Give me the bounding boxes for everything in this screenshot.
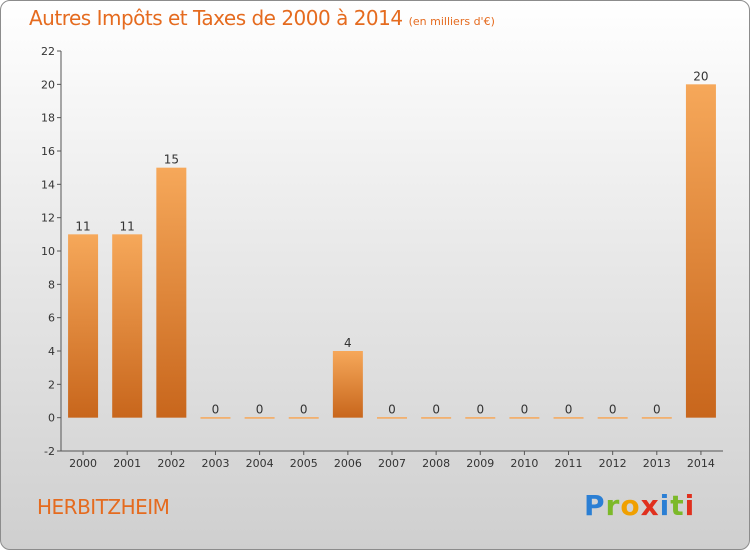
data-label: 0 [521,403,529,417]
y-tick-label: 10 [41,245,55,258]
x-tick-label: 2006 [334,457,362,470]
x-tick-label: 2004 [246,457,274,470]
data-label: 0 [653,403,661,417]
data-label: 11 [120,219,135,233]
bar [685,84,716,418]
data-label: 0 [212,403,220,417]
bar [200,417,231,419]
x-tick-label: 2012 [599,457,627,470]
data-label: 0 [300,403,308,417]
y-tick-label: -2 [44,445,55,458]
data-label: 0 [388,403,396,417]
y-tick-label: 20 [41,78,55,91]
y-tick-label: 2 [48,378,55,391]
y-tick-label: 14 [41,178,55,191]
bar [332,351,363,418]
data-label: 4 [344,336,352,350]
x-tick-label: 2010 [510,457,538,470]
data-label: 11 [75,219,90,233]
y-tick-label: 22 [41,45,55,58]
x-tick-label: 2002 [157,457,185,470]
bar [112,234,143,418]
bar [641,417,672,419]
x-tick-label: 2013 [643,457,671,470]
data-label: 0 [476,403,484,417]
bar [288,417,319,419]
bar [553,417,584,419]
x-tick-label: 2007 [378,457,406,470]
y-tick-label: 12 [41,212,55,225]
x-tick-label: 2003 [201,457,229,470]
data-label: 0 [609,403,617,417]
y-tick-label: 18 [41,112,55,125]
chart-title: Autres Impôts et Taxes de 2000 à 2014 (en… [29,6,495,30]
x-tick-label: 2009 [466,457,494,470]
bar [377,417,407,419]
data-label: 15 [164,153,179,167]
x-tick-label: 2014 [687,457,715,470]
y-tick-label: 6 [48,312,55,325]
y-tick-label: 16 [41,145,55,158]
data-label: 20 [693,69,708,83]
proxiti-logo[interactable]: Proxiti [584,489,696,522]
bar [156,167,187,418]
data-label: 0 [432,403,440,417]
bar [597,417,628,419]
x-tick-label: 2005 [290,457,318,470]
y-tick-label: 0 [48,412,55,425]
x-tick-label: 2000 [69,457,97,470]
x-tick-label: 2001 [113,457,141,470]
bar [421,417,452,419]
x-tick-label: 2011 [555,457,583,470]
bar [465,417,496,419]
chart-unit: (en milliers d'€) [408,15,495,28]
bar [509,417,540,419]
data-label: 0 [256,403,264,417]
bar [68,234,99,418]
place-name: HERBITZHEIM [37,495,170,519]
chart-title-text: Autres Impôts et Taxes de 2000 à 2014 [29,6,403,30]
y-tick-label: 4 [48,345,55,358]
y-tick-label: 8 [48,278,55,291]
x-tick-label: 2008 [422,457,450,470]
bar [244,417,275,419]
data-label: 0 [565,403,573,417]
